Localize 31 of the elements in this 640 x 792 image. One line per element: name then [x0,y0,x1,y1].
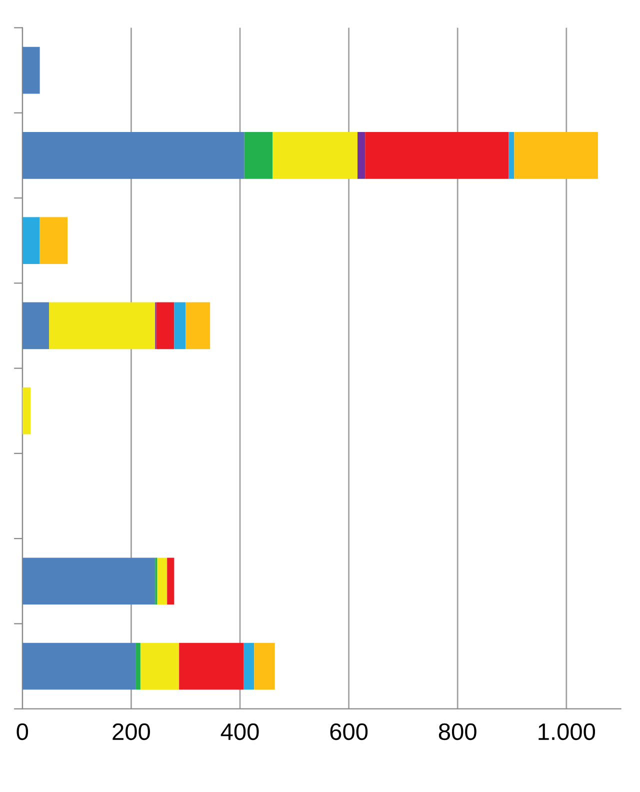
x-tick-label: 800 [438,723,476,740]
bar [22,302,50,350]
bar [244,642,254,690]
x-tick-label: 1.000 [538,723,596,740]
bar [22,46,40,94]
bar [254,642,275,690]
bar [244,132,273,179]
bar [358,132,366,179]
bar [272,132,358,179]
bar [22,642,136,690]
bar [22,558,156,605]
bar [136,642,140,690]
bar [514,132,598,179]
bar [365,132,509,179]
bar [140,642,180,690]
bar [49,302,156,350]
x-tick-label: 200 [112,723,150,740]
bar [156,302,174,350]
bar [186,302,210,350]
bar [174,302,186,350]
bar [167,558,174,605]
x-tick-label: 400 [220,723,259,740]
bar [22,387,31,434]
x-tick-label: 600 [330,723,368,740]
bar [22,132,244,179]
x-tick-label: 0 [16,723,28,740]
bar [508,132,514,179]
bar [40,217,68,264]
bar [179,642,244,690]
bar [157,558,168,605]
bar [22,217,40,264]
